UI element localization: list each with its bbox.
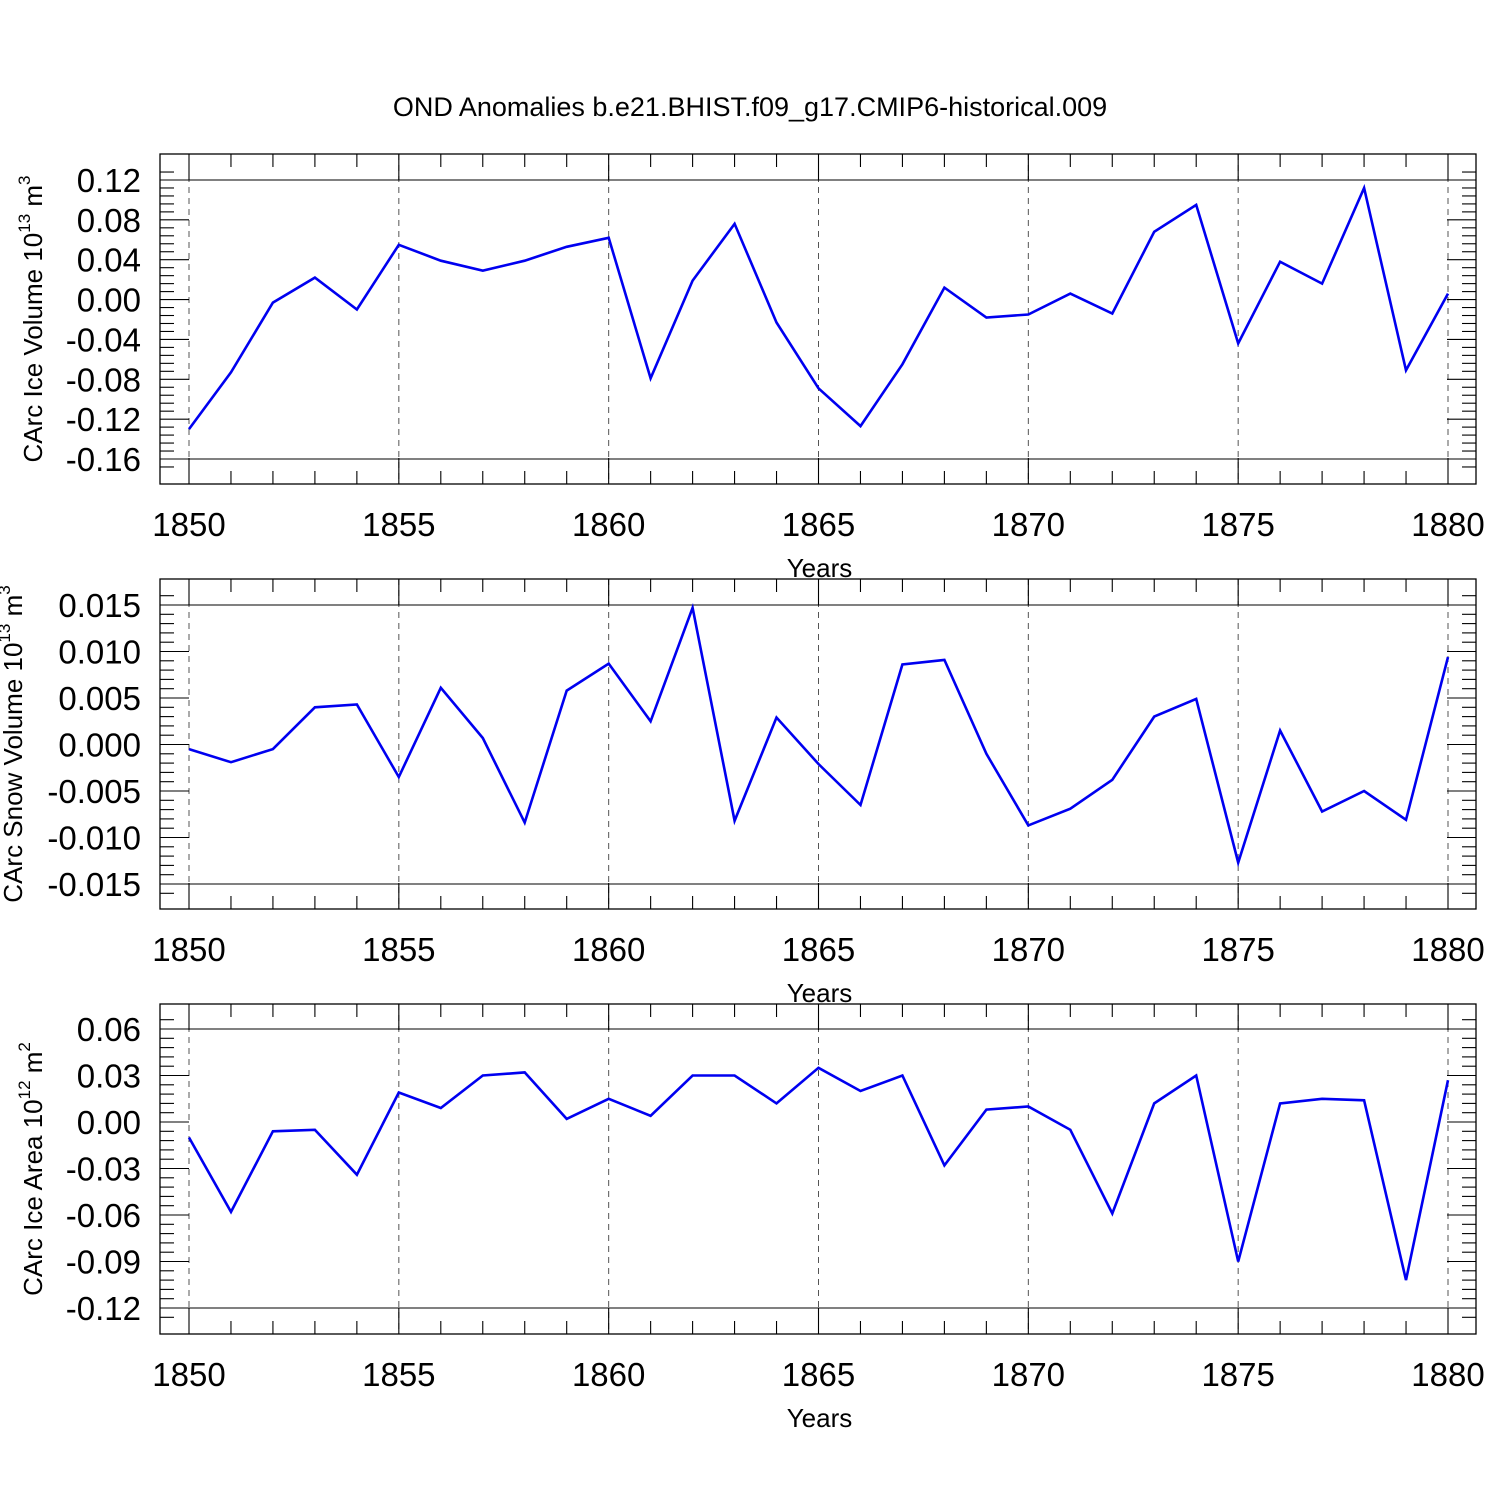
- x-tick-label: 1880: [1411, 931, 1484, 968]
- y-tick-label: -0.03: [66, 1151, 141, 1188]
- y-axis-label-exponent: 12: [15, 1080, 34, 1099]
- x-tick-label: 1865: [782, 506, 855, 543]
- y-tick-label: 0.015: [58, 587, 141, 624]
- y-axis-label-text: CArc Ice Volume 10: [18, 233, 48, 463]
- y-axis-label: CArc Ice Volume 1013 m3: [15, 175, 48, 462]
- y-axis-label-unit: m: [18, 1052, 48, 1081]
- x-tick-label: 1865: [782, 1356, 855, 1393]
- x-axis-label: Years: [787, 553, 853, 583]
- figure-title: OND Anomalies b.e21.BHIST.f09_g17.CMIP6-…: [393, 92, 1107, 122]
- x-tick-label: 1850: [152, 506, 225, 543]
- x-tick-label: 1850: [152, 931, 225, 968]
- y-tick-label: -0.005: [47, 773, 141, 810]
- y-axis-label-unit-exponent: 3: [0, 585, 14, 594]
- y-axis-label: CArc Snow Volume 1013 m3: [0, 585, 28, 902]
- y-axis-label-exponent: 13: [0, 624, 14, 643]
- y-tick-label: 0.005: [58, 680, 141, 717]
- x-tick-label: 1860: [572, 506, 645, 543]
- y-tick-label: -0.010: [47, 820, 141, 857]
- x-tick-label: 1860: [572, 931, 645, 968]
- x-tick-label: 1855: [362, 506, 435, 543]
- x-axis-label: Years: [787, 978, 853, 1008]
- x-tick-label: 1870: [992, 931, 1065, 968]
- y-tick-label: 0.03: [77, 1058, 141, 1095]
- chart-panel-3: 0.06 0.03 0.00 -0.03 -0.06 -0.09 -0.12 1850 1855…: [15, 1003, 1485, 1433]
- y-tick-label: -0.09: [66, 1244, 141, 1281]
- x-axis-label: Years: [787, 1403, 853, 1433]
- x-tick-label: 1875: [1201, 1356, 1274, 1393]
- x-tick-label: 1850: [152, 1356, 225, 1393]
- y-tick-label: 0.000: [58, 727, 141, 764]
- y-tick-label: 0.00: [77, 1104, 141, 1141]
- y-tick-label: 0.08: [77, 202, 141, 239]
- x-tick-label: 1855: [362, 1356, 435, 1393]
- x-tick-label: 1880: [1411, 1356, 1484, 1393]
- x-tick-label: 1880: [1411, 506, 1484, 543]
- y-tick-label: 0.12: [77, 162, 141, 199]
- y-tick-label: -0.04: [66, 321, 141, 358]
- y-tick-label: -0.08: [66, 361, 141, 398]
- y-axis-label-unit-exponent: 3: [15, 175, 34, 184]
- x-tick-label: 1865: [782, 931, 855, 968]
- x-tick-label: 1875: [1201, 931, 1274, 968]
- y-tick-label: 0.06: [77, 1011, 141, 1048]
- series-line: [187, 183, 1450, 430]
- y-tick-label: -0.16: [66, 441, 141, 478]
- y-axis-label-text: CArc Ice Area 10: [18, 1099, 48, 1296]
- y-tick-label: -0.12: [66, 401, 141, 438]
- x-tick-label: 1870: [992, 1356, 1065, 1393]
- x-tick-label: 1870: [992, 506, 1065, 543]
- y-axis-label-unit: m: [18, 185, 48, 214]
- y-axis-label-exponent: 13: [15, 214, 34, 233]
- y-axis-label-unit-exponent: 2: [15, 1042, 34, 1051]
- y-tick-label: 0.010: [58, 634, 141, 671]
- series-line: [187, 1066, 1450, 1281]
- y-tick-label: -0.015: [47, 866, 141, 903]
- y-tick-label: 0.04: [77, 242, 141, 279]
- series-line: [188, 603, 1450, 868]
- x-tick-label: 1855: [362, 931, 435, 968]
- y-axis-label: CArc Ice Area 1012 m2: [15, 1042, 48, 1296]
- chart-panel-2: 0.015 0.010 0.005 0.000 -0.005 -0.010 -0.015 18…: [0, 578, 1485, 1008]
- y-tick-label: -0.06: [66, 1197, 141, 1234]
- y-tick-label: -0.12: [66, 1290, 141, 1327]
- y-tick-label: 0.00: [77, 282, 141, 319]
- x-tick-label: 1860: [572, 1356, 645, 1393]
- chart-panel-1: 0.120.080.040.00-0.04-0.08-0.12-0.16 1850…: [15, 153, 1485, 583]
- y-axis-label-unit: m: [0, 595, 28, 624]
- x-tick-label: 1875: [1201, 506, 1274, 543]
- y-axis-label-text: CArc Snow Volume 10: [0, 643, 28, 903]
